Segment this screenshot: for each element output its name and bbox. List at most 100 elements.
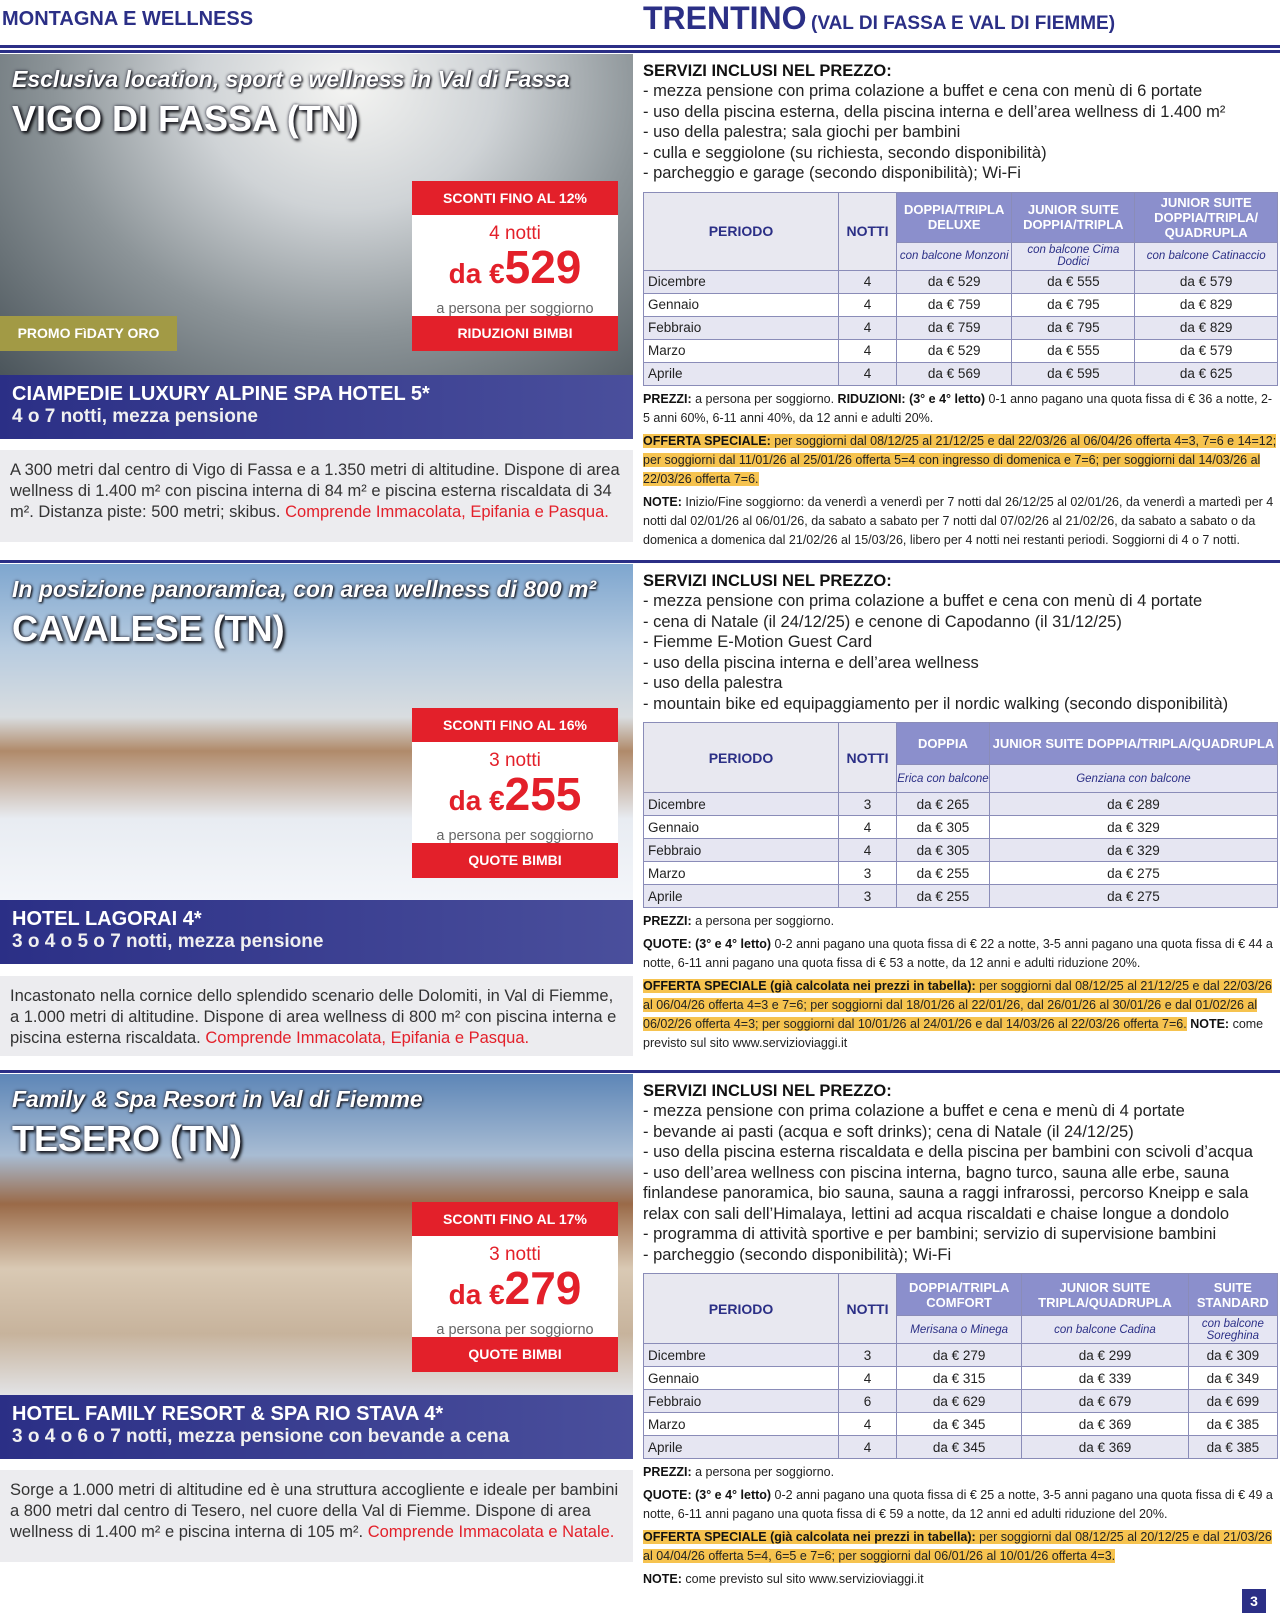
column-subheader: con balcone Cadina	[1021, 1315, 1189, 1344]
nights-cell: 4	[838, 1435, 897, 1459]
hotel-town: CAVALESE (TN)	[12, 608, 285, 649]
note-text: 0-2 anni pagano una quota fissa di € 22 …	[643, 937, 1273, 970]
hotel-stay: 3 o 4 o 6 o 7 notti, mezza pensione con …	[12, 1426, 510, 1447]
note-paragraph: PREZZI: a persona per soggiorno.	[643, 1463, 1278, 1482]
service-item: - parcheggio (secondo disponibilità); Wi…	[643, 1245, 952, 1264]
description-text: Sorge a 1.000 metri di altitudine ed è u…	[10, 1481, 619, 1541]
price-prefix: da €	[448, 1279, 505, 1310]
nights-cell: 4	[838, 815, 897, 839]
price-table: PERIODO NOTTI DOPPIA/TRIPLA DELUXE JUNIOR S…	[643, 191, 1278, 386]
region-name: TRENTINO	[643, 0, 807, 36]
note-text: per soggiorni dal 08/12/25 al 21/12/25 e…	[643, 433, 1277, 486]
price-box: SCONTI FINO AL 16% 3 notti da €255 a per…	[412, 708, 618, 878]
hotel-name-bar: HOTEL FAMILY RESORT & SPA RIO STAVA 4* 3…	[0, 1395, 633, 1459]
nights-cell: 3	[838, 792, 897, 816]
period-cell: Febbraio	[643, 838, 839, 862]
table-row: Marzo 4 da € 345 da € 369 da € 385	[643, 1412, 1279, 1436]
note-paragraph: PREZZI: a persona per soggiorno. RIDUZIO…	[643, 390, 1278, 428]
column-subheader: con balcone Cima Dodici	[1011, 241, 1136, 271]
price-cell: da € 275	[988, 884, 1279, 908]
region-subtitle: (VAL DI FASSA E VAL DI FIEMME)	[811, 13, 1116, 34]
nights-cell: 6	[838, 1389, 897, 1413]
hotel-tagline: Esclusiva location, sport e wellness in …	[12, 66, 570, 92]
column-header: JUNIOR SUITE TRIPLA/QUADRUPLA	[1021, 1273, 1189, 1316]
price-cell: da € 279	[895, 1343, 1023, 1367]
column-subheader: Erica con balcone	[896, 764, 990, 793]
table-row: Febbraio 4 da € 305 da € 329	[643, 838, 1279, 862]
hotel-name: HOTEL FAMILY RESORT & SPA RIO STAVA 4*	[12, 1403, 444, 1425]
hotel-name-bar: CIAMPEDIE LUXURY ALPINE SPA HOTEL 5* 4 o…	[0, 375, 633, 439]
hotel-details: SERVIZI INCLUSI NEL PREZZO: - mezza pens…	[643, 572, 1279, 1053]
service-item: - uso della palestra	[643, 674, 783, 692]
note-paragraph: OFFERTA SPECIALE (già calcolata nei prez…	[643, 1528, 1278, 1566]
table-row: Febbraio 6 da € 629 da € 679 da € 699	[643, 1389, 1279, 1413]
description-highlight: Comprende Immacolata, Epifania e Pasqua.	[205, 1029, 530, 1047]
table-row: Gennaio 4 da € 305 da € 329	[643, 815, 1279, 839]
nights-cell: 4	[838, 292, 897, 317]
price-cell: da € 265	[896, 792, 990, 816]
price-cell: da € 345	[895, 1412, 1023, 1436]
price-cell: da € 255	[896, 861, 990, 885]
service-item: - mountain bike ed equipaggiamento per i…	[643, 694, 1229, 713]
price-cell: da € 759	[895, 292, 1013, 317]
service-item: - uso della piscina esterna, della pisci…	[643, 102, 1226, 121]
price-cell: da € 829	[1134, 315, 1278, 340]
price-cell: da € 385	[1187, 1435, 1279, 1459]
price: da €279	[412, 1265, 618, 1322]
price-box: SCONTI FINO AL 12% 4 notti da €529 a per…	[412, 181, 618, 351]
price-cell: da € 529	[895, 269, 1013, 294]
price-cell: da € 759	[895, 315, 1013, 340]
nights-cell: 3	[838, 861, 897, 885]
note-text: come previsto sul sito www.servizioviagg…	[643, 1017, 1264, 1050]
price-cell: da € 369	[1021, 1412, 1189, 1436]
divider	[0, 50, 1280, 53]
price-cell: da € 629	[895, 1389, 1023, 1413]
hotel-photo: Family & Spa Resort in Val di Fiemme TES…	[0, 1074, 633, 1399]
description-highlight: Comprende Immacolata, Epifania e Pasqua.	[285, 503, 609, 521]
note-text: a persona per soggiorno.	[691, 1465, 835, 1479]
description-text: A 300 metri dal centro di Vigo di Fassa …	[10, 461, 620, 521]
price-value: 279	[504, 1262, 582, 1314]
price-cell: da € 369	[1021, 1435, 1189, 1459]
hotel-stay: 3 o 4 o 5 o 7 notti, mezza pensione	[12, 931, 324, 952]
note-paragraph: PREZZI: a persona per soggiorno.	[643, 912, 1278, 931]
nights-header: NOTTI	[838, 191, 897, 271]
price-cell: da € 305	[896, 815, 990, 839]
note-label: PREZZI:	[643, 391, 692, 406]
note-text: 0-2 anni pagano una quota fissa di € 25 …	[643, 1488, 1273, 1521]
price-cell: da € 529	[895, 338, 1013, 363]
discount-banner: SCONTI FINO AL 16%	[412, 708, 618, 742]
hotel-photo: In posizione panoramica, con area wellne…	[0, 564, 633, 904]
service-item: - uso della piscina interna e dell’area …	[643, 653, 979, 672]
hotel-town: TESERO (TN)	[12, 1118, 242, 1159]
kids-button[interactable]: QUOTE BIMBI	[412, 1337, 618, 1372]
nights-cell: 4	[838, 315, 897, 340]
price-cell: da € 795	[1011, 315, 1136, 340]
note-paragraph: QUOTE: (3° e 4° letto) 0-2 anni pagano u…	[643, 935, 1278, 973]
price-cell: da € 555	[1011, 338, 1136, 363]
column-header: SUITE STANDARD	[1187, 1273, 1279, 1316]
nights-cell: 4	[838, 269, 897, 294]
note-label: OFFERTA SPECIALE (già calcolata nei prez…	[643, 979, 976, 993]
price-cell: da € 299	[1021, 1343, 1189, 1367]
price-cell: da € 679	[1021, 1389, 1189, 1413]
period-cell: Aprile	[643, 361, 839, 386]
nights-cell: 4	[838, 338, 897, 363]
price-cell: da € 345	[895, 1435, 1023, 1459]
period-header: PERIODO	[643, 722, 839, 793]
hotel-description: A 300 metri dal centro di Vigo di Fassa …	[0, 450, 633, 542]
hotel-description: Incastonato nella cornice dello splendid…	[0, 976, 633, 1056]
hotel-name: HOTEL LAGORAI 4*	[12, 908, 202, 930]
kids-button[interactable]: RIDUZIONI BIMBI	[412, 316, 618, 351]
period-header: PERIODO	[643, 191, 839, 271]
period-cell: Dicembre	[643, 269, 839, 294]
period-cell: Febbraio	[643, 1389, 839, 1413]
price-note: a persona per soggiorno	[436, 1322, 594, 1338]
promo-badge: PROMO FìDATY ORO	[0, 316, 177, 351]
price-table: PERIODO NOTTI DOPPIA JUNIOR SUITE DOPPIA/TR…	[643, 722, 1279, 908]
note-label: QUOTE: (3° e 4° letto)	[643, 937, 772, 951]
column-subheader: Merisana o Minega	[895, 1315, 1023, 1344]
price-cell: da € 385	[1187, 1412, 1279, 1436]
price-cell: da € 305	[896, 838, 990, 862]
kids-button[interactable]: QUOTE BIMBI	[412, 843, 618, 878]
